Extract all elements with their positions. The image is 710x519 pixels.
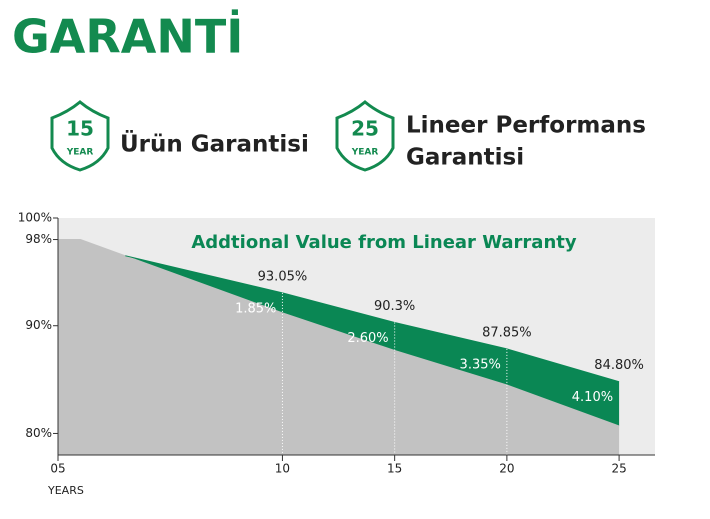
badge-label: Garantisi: [406, 145, 524, 171]
added-value-label: 3.35%: [460, 357, 501, 372]
badge-number: 15: [66, 117, 94, 141]
series-line: [125, 255, 620, 383]
value-label: 90.3%: [374, 299, 415, 314]
value-label: 84.80%: [594, 358, 644, 373]
x-tick-label: 10: [275, 462, 290, 476]
band-fill: [125, 255, 620, 426]
y-tick-label: 98%: [25, 232, 52, 246]
y-tick-label: 90%: [25, 318, 52, 332]
chart: 93.05% 90.3% 87.85% 84.80% 1.85% 2.60% 3.35% 4.…: [18, 211, 655, 497]
shield-icon: [50, 100, 110, 172]
y-tick-label: 100%: [18, 211, 52, 225]
value-label: 87.85%: [482, 325, 532, 340]
added-value-label: 1.85%: [235, 301, 276, 316]
shield-icon: [335, 100, 395, 172]
badge-unit: YEAR: [66, 148, 94, 158]
added-value-label: 4.10%: [572, 390, 613, 405]
y-tick-label: 80%: [25, 426, 52, 440]
added-value-label: 2.60%: [347, 331, 388, 346]
value-label: 93.05%: [258, 269, 308, 284]
badge: 25 YEAR Lineer Performans Garantisi: [335, 100, 646, 172]
x-tick-label: 15: [387, 462, 402, 476]
badge-number: 25: [351, 117, 379, 141]
badge-label: Lineer Performans: [406, 113, 646, 139]
series-line: [58, 239, 620, 427]
x-tick-label: 25: [611, 462, 626, 476]
x-tick-label: 05: [50, 462, 65, 476]
x-axis-label: YEARS: [47, 484, 84, 497]
badge-label: Ürün Garantisi: [120, 130, 309, 158]
badge-unit: YEAR: [351, 148, 379, 158]
chart-title: Addtional Value from Linear Warranty: [191, 232, 577, 253]
badge: 15 YEAR Ürün Garantisi: [50, 100, 309, 172]
page-title: GARANTİ: [12, 10, 243, 64]
area-fill: [58, 239, 620, 455]
x-tick-label: 20: [499, 462, 514, 476]
